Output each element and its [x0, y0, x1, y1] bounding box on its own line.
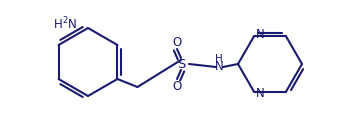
Text: H: H: [54, 18, 63, 32]
Text: S: S: [177, 58, 185, 70]
Text: 2: 2: [62, 16, 67, 25]
Text: N: N: [215, 60, 223, 74]
Text: N: N: [256, 87, 265, 100]
Text: O: O: [172, 36, 182, 48]
Text: O: O: [172, 79, 182, 93]
Text: N: N: [256, 28, 265, 41]
Text: N: N: [68, 18, 77, 32]
Text: H: H: [215, 54, 223, 64]
